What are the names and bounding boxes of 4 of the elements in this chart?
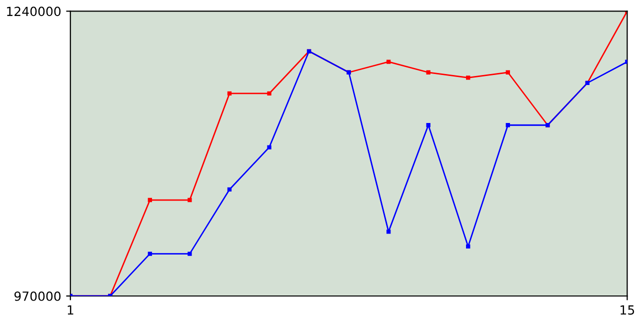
y-tick-label: 1240000 (7, 6, 61, 16)
x-tick-label: 1 (68, 305, 74, 315)
x-tick-label: 15 (620, 305, 634, 315)
y-tick-label: 970000 (14, 291, 61, 301)
